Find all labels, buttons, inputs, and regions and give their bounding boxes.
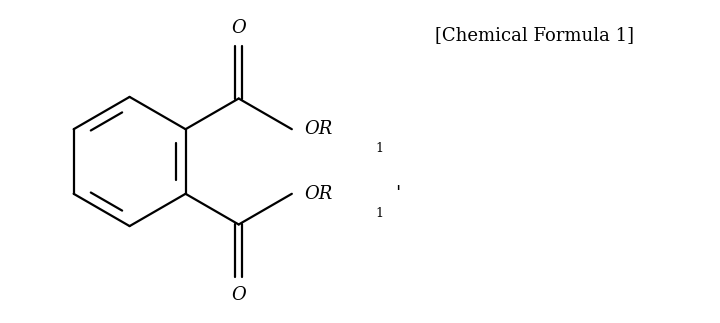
Text: 1: 1 xyxy=(376,207,384,220)
Text: [Chemical Formula 1]: [Chemical Formula 1] xyxy=(435,26,634,44)
Text: 1: 1 xyxy=(376,142,384,155)
Text: ': ' xyxy=(395,185,400,203)
Text: O: O xyxy=(231,287,246,304)
Text: O: O xyxy=(231,19,246,36)
Text: OR: OR xyxy=(305,120,333,138)
Text: OR: OR xyxy=(305,185,333,203)
